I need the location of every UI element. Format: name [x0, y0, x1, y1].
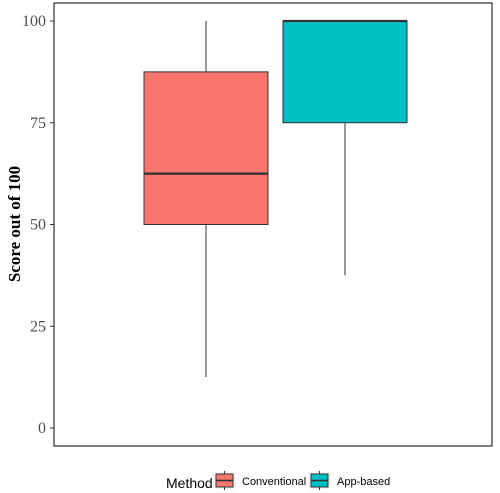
box-iqr	[143, 71, 269, 225]
y-axis-title: Score out of 100	[5, 166, 24, 282]
plot-panel-border	[53, 2, 493, 447]
y-tick-label: 75	[30, 115, 46, 132]
box-iqr	[282, 20, 408, 124]
box-conventional	[143, 21, 269, 378]
legend-label: Conventional	[242, 476, 306, 488]
legend-item-app-based: App-based	[308, 471, 390, 490]
legend-title: Method	[166, 475, 213, 491]
y-tick-label: 25	[30, 318, 46, 335]
legend-item-conventional: Conventional	[213, 471, 306, 490]
legend-label: App-based	[337, 476, 390, 488]
legend: Method Conventional App-based	[166, 471, 390, 491]
y-tick-label: 50	[30, 217, 46, 234]
box-app-based	[282, 19, 408, 276]
y-tick-label: 100	[22, 13, 46, 30]
y-tick-label: 0	[38, 420, 46, 437]
